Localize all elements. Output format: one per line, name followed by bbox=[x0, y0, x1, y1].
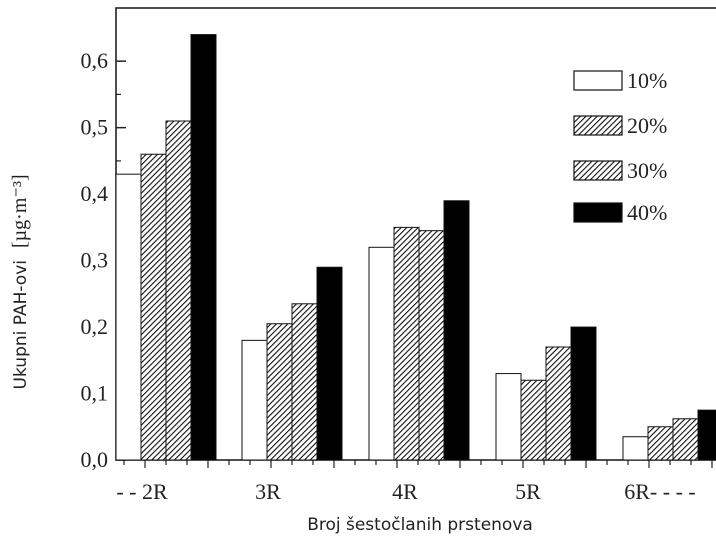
y-tick-label: 0,2 bbox=[81, 314, 109, 339]
legend-swatch bbox=[573, 115, 623, 136]
bar bbox=[368, 246, 395, 461]
legend-swatch bbox=[573, 202, 623, 223]
legend-swatch bbox=[573, 160, 623, 181]
x-tick-label: 6R- - - - bbox=[624, 479, 695, 504]
bar bbox=[241, 339, 268, 461]
bar bbox=[672, 418, 699, 461]
bar bbox=[316, 266, 343, 461]
x-tick-label: 3R bbox=[255, 479, 281, 504]
x-axis bbox=[123, 460, 713, 468]
y-tick-label: 0,4 bbox=[81, 181, 109, 206]
bar bbox=[190, 34, 217, 461]
legend-swatch bbox=[573, 70, 623, 91]
y-axis-title-group: Ukupni PAH-ovi [µg·m⁻³] bbox=[9, 174, 31, 389]
x-tick-label: 4R bbox=[392, 479, 418, 504]
bar bbox=[520, 379, 547, 461]
bar bbox=[697, 409, 716, 461]
bars bbox=[115, 34, 716, 461]
y-tick-label: 0,6 bbox=[81, 48, 109, 73]
y-axis-title: Ukupni PAH-ovi bbox=[11, 260, 31, 389]
bar bbox=[393, 226, 420, 461]
x-tick-label: 5R bbox=[515, 479, 541, 504]
legend-label: 10% bbox=[627, 68, 667, 93]
bar bbox=[115, 173, 142, 461]
x-tick-label: - - 2R bbox=[116, 479, 168, 504]
legend: 10% 20% 30% 40% bbox=[573, 68, 667, 225]
bar bbox=[443, 200, 470, 461]
legend-label: 20% bbox=[627, 113, 667, 138]
bar bbox=[165, 120, 192, 461]
legend-label: 30% bbox=[627, 158, 667, 183]
bar bbox=[622, 436, 649, 461]
y-tick-label: 0,0 bbox=[81, 447, 109, 472]
bar bbox=[418, 230, 445, 461]
x-tick-labels: - - 2R 3R 4R 5R 6R- - - - bbox=[116, 479, 695, 504]
bar bbox=[291, 303, 318, 461]
bar bbox=[495, 373, 522, 461]
bar bbox=[545, 346, 572, 461]
bar bbox=[570, 326, 597, 461]
x-axis-title: Broj šestočlanih prstenova bbox=[307, 515, 533, 535]
y-tick-label: 0,1 bbox=[81, 381, 109, 406]
bar bbox=[140, 153, 167, 461]
y-tick-label: 0,5 bbox=[81, 115, 109, 140]
y-axis-unit: [µg·m⁻³] bbox=[9, 174, 31, 248]
y-axis: 0,0 0,1 0,2 0,3 0,4 0,5 0,6 bbox=[81, 48, 126, 472]
bar bbox=[647, 426, 674, 461]
y-tick-label: 0,3 bbox=[81, 248, 109, 273]
legend-label: 40% bbox=[627, 200, 667, 225]
bar bbox=[266, 323, 293, 461]
